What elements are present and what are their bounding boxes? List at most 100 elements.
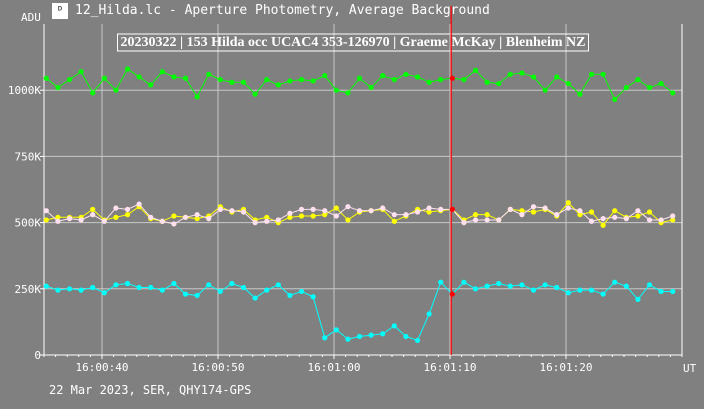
data-point	[368, 84, 374, 91]
data-point	[206, 71, 212, 77]
data-point	[496, 80, 502, 87]
lightcurve-icon[interactable]: ᴰ	[52, 3, 68, 19]
data-point	[333, 205, 339, 211]
data-point	[182, 214, 189, 220]
data-point	[588, 218, 595, 224]
data-point	[148, 284, 154, 291]
data-point	[310, 213, 316, 219]
data-point	[275, 282, 281, 288]
data-point	[588, 287, 595, 293]
data-point	[136, 284, 142, 291]
data-point	[391, 323, 397, 329]
data-point	[530, 287, 537, 293]
data-point	[43, 75, 49, 81]
data-point	[577, 208, 583, 214]
data-point	[298, 213, 305, 219]
data-point	[554, 74, 560, 80]
data-point	[66, 286, 73, 292]
y-tick-label: 1000K	[8, 84, 41, 97]
data-point	[356, 208, 363, 214]
y-tick-label: 0	[34, 349, 41, 362]
data-point	[345, 204, 351, 210]
data-point	[90, 206, 96, 212]
data-point	[264, 218, 270, 224]
data-point	[426, 209, 432, 215]
data-point	[55, 218, 61, 224]
data-point	[507, 71, 513, 77]
data-point	[484, 212, 490, 218]
data-point	[322, 73, 328, 79]
data-point	[565, 290, 571, 296]
data-point	[345, 217, 351, 223]
data-point	[391, 212, 397, 218]
y-tick-label: 500K	[15, 217, 42, 230]
data-point	[171, 74, 177, 80]
data-point	[333, 87, 339, 93]
data-point	[472, 217, 479, 223]
data-point	[113, 87, 119, 93]
window-title: 12_Hilda.lc - Aperture Photometry, Avera…	[75, 3, 490, 18]
data-point	[206, 216, 212, 222]
data-point	[635, 208, 641, 214]
data-point	[78, 287, 84, 293]
data-point	[252, 220, 258, 226]
data-point	[287, 292, 293, 299]
data-point	[124, 206, 131, 212]
data-point	[287, 214, 293, 220]
data-point	[217, 77, 223, 83]
data-point	[194, 216, 200, 222]
data-point	[229, 79, 235, 85]
chart-title-box	[117, 33, 589, 52]
y-tick-label: 250K	[15, 283, 42, 296]
data-point	[426, 79, 432, 85]
data-point	[646, 209, 653, 215]
data-point	[403, 333, 409, 340]
data-point	[159, 69, 165, 75]
data-point	[484, 283, 490, 289]
data-point	[252, 91, 258, 97]
data-point	[124, 212, 131, 218]
y-tick-label: 750K	[15, 150, 42, 163]
data-point	[345, 336, 351, 342]
data-point	[171, 221, 177, 227]
data-point	[496, 280, 502, 287]
data-point	[55, 287, 61, 293]
data-point	[530, 74, 537, 80]
data-point	[264, 287, 270, 293]
data-point	[658, 288, 664, 295]
data-point	[600, 216, 606, 222]
data-point	[542, 205, 548, 211]
data-point	[310, 294, 316, 300]
x-tick-label: 16:00:50	[192, 361, 245, 374]
data-point	[658, 217, 664, 223]
chart-title: 20230322 | 153 Hilda occ UCAC4 353-12697…	[121, 35, 586, 50]
data-point	[577, 212, 583, 218]
data-point	[182, 291, 189, 297]
data-point	[55, 214, 61, 220]
data-point	[171, 213, 177, 219]
data-point	[148, 82, 154, 88]
data-point	[635, 213, 641, 219]
data-point	[577, 287, 583, 293]
x-tick-label: 16:01:10	[424, 361, 477, 374]
data-point	[391, 218, 397, 224]
data-point	[240, 284, 247, 291]
data-point	[298, 206, 305, 212]
data-point	[461, 279, 467, 285]
data-point	[600, 222, 606, 228]
data-point	[519, 70, 525, 76]
data-point	[658, 80, 664, 87]
data-point	[113, 205, 119, 211]
data-point	[229, 280, 235, 287]
data-point	[124, 66, 131, 72]
data-point	[240, 79, 247, 85]
data-point	[588, 71, 595, 77]
data-point	[78, 69, 84, 75]
data-point	[43, 208, 49, 214]
data-point	[612, 279, 618, 285]
data-point	[333, 213, 339, 219]
data-point	[194, 94, 200, 100]
data-point	[438, 279, 444, 285]
data-point	[472, 286, 479, 292]
